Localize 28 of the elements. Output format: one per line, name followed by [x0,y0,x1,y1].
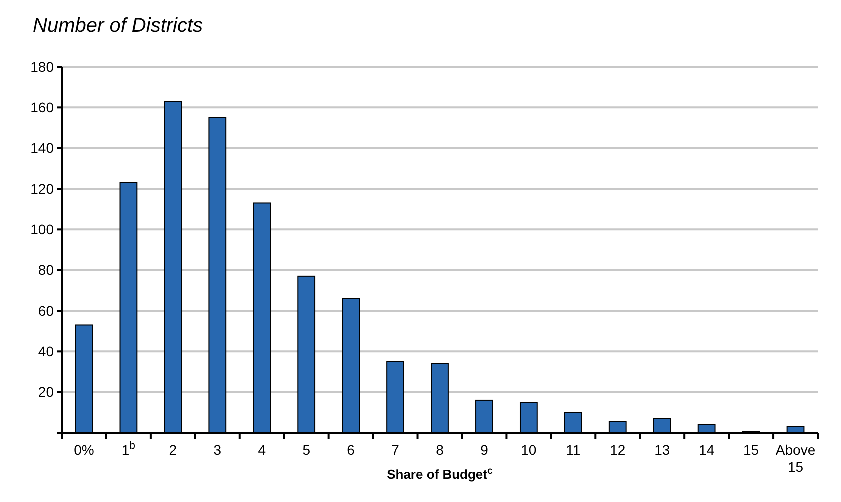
x-tick-label: 4 [258,442,266,458]
x-tick-label: 1$^{b}$ [122,440,136,458]
y-tick-label: 140 [30,140,54,156]
y-tick-label: 160 [30,100,54,116]
x-tick-label: 2 [169,442,178,458]
x-tick-label: 3 [214,442,222,458]
x-tick-label: 7 [392,442,400,458]
y-tick-label: 40 [38,344,54,360]
x-tick-label: 15 [744,442,760,458]
x-tick-label: 8 [436,442,444,458]
y-tick-label: 100 [30,222,54,238]
x-tick-label: 11 [566,442,581,458]
chart-title: Number of Districts [33,15,204,37]
x-tick-label: 10 [521,442,537,458]
y-tick-label: 60 [38,302,54,319]
x-axis-title: Share of Budget$^{c}$ [387,466,494,482]
x-tick-label: 14 [699,442,715,458]
y-tick-label: 180 [30,58,54,75]
x-tick-label: 6 [347,442,356,458]
x-tick-label: Above 15 [776,442,816,475]
x-tick-label: 13 [654,442,670,458]
y-tick-label: 80 [38,262,54,278]
x-tick-label: 9 [480,442,489,458]
y-tick-label: 20 [38,384,54,400]
x-tick-label: 0% [74,442,94,458]
x-tick-label: 12 [610,442,626,458]
x-tick-label: 5 [302,442,311,458]
y-tick-label: 120 [30,180,54,197]
